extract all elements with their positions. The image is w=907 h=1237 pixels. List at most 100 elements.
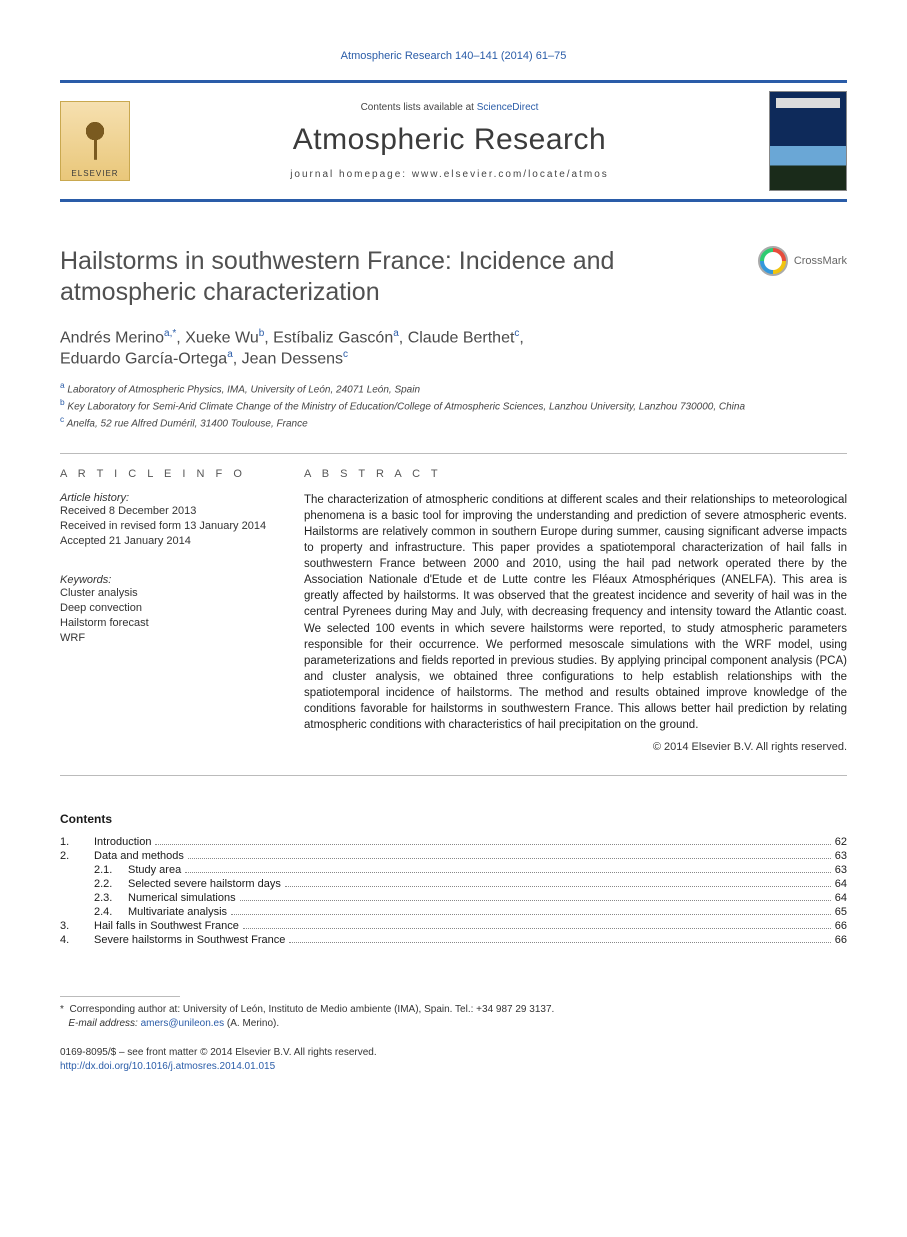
toc-label: Selected severe hailstorm days: [128, 878, 281, 890]
sep: ,: [264, 329, 273, 346]
toc-page: 66: [835, 920, 847, 932]
toc-page: 66: [835, 934, 847, 946]
keyword-4: WRF: [60, 631, 270, 646]
contents-head: Contents: [60, 812, 847, 826]
toc-row: 1.Introduction 62: [60, 836, 847, 848]
toc-row: 2.1.Study area 63: [60, 864, 847, 876]
toc-leader-dots: [155, 836, 830, 845]
author-6-aff: c: [343, 349, 348, 360]
doi-link[interactable]: http://dx.doi.org/10.1016/j.atmosres.201…: [60, 1061, 275, 1072]
keyword-3: Hailstorm forecast: [60, 616, 270, 631]
author-2: Xueke Wu: [185, 329, 259, 346]
sciencedirect-link[interactable]: ScienceDirect: [477, 102, 539, 113]
toc-label: Introduction: [94, 836, 151, 848]
publisher-word: ELSEVIER: [61, 169, 129, 178]
toc-num: 2.1.: [94, 864, 128, 876]
toc-num: 2.2.: [94, 878, 128, 890]
toc-row: 2.Data and methods 63: [60, 850, 847, 862]
keyword-1: Cluster analysis: [60, 586, 270, 601]
divider: [60, 453, 847, 454]
aff-sup-a: a: [60, 380, 65, 390]
toc-label: Hail falls in Southwest France: [94, 920, 239, 932]
divider: [60, 775, 847, 776]
toc-leader-dots: [188, 850, 831, 859]
abstract-column: A B S T R A C T The characterization of …: [304, 468, 847, 753]
author-4: Claude Berthet: [408, 329, 515, 346]
crossmark-label: CrossMark: [794, 255, 847, 267]
toc-leader-dots: [289, 934, 830, 943]
toc-row: 2.3.Numerical simulations 64: [60, 892, 847, 904]
homepage-url: www.elsevier.com/locate/atmos: [412, 169, 609, 180]
sep: ,: [176, 329, 185, 346]
toc-leader-dots: [231, 906, 831, 915]
contents-prefix: Contents lists available at: [361, 102, 477, 113]
toc-page: 64: [835, 878, 847, 890]
toc-page: 65: [835, 906, 847, 918]
toc-label: Numerical simulations: [128, 892, 236, 904]
toc-row: 2.4.Multivariate analysis 65: [60, 906, 847, 918]
affiliations: a Laboratory of Atmospheric Physics, IMA…: [60, 380, 847, 430]
author-3: Estíbaliz Gascón: [273, 329, 393, 346]
aff-sup-b: b: [60, 397, 65, 407]
keyword-2: Deep convection: [60, 601, 270, 616]
masthead-center: Contents lists available at ScienceDirec…: [144, 102, 755, 180]
toc-label: Severe hailstorms in Southwest France: [94, 934, 285, 946]
toc-label: Multivariate analysis: [128, 906, 227, 918]
sep: ,: [233, 351, 242, 368]
page: Atmospheric Research 140–141 (2014) 61–7…: [0, 0, 907, 1113]
toc-num: 2.3.: [94, 892, 128, 904]
page-footer: 0169-8095/$ – see front matter © 2014 El…: [60, 1046, 847, 1073]
toc-num: 1.: [60, 836, 94, 848]
author-5: Eduardo García-Ortega: [60, 351, 227, 368]
toc-num: 2.4.: [94, 906, 128, 918]
title-block: Hailstorms in southwestern France: Incid…: [60, 246, 847, 309]
elsevier-tree-icon: ELSEVIER: [60, 101, 130, 181]
aff-a-text: Laboratory of Atmospheric Physics, IMA, …: [67, 385, 420, 396]
abstract-copyright: © 2014 Elsevier B.V. All rights reserved…: [304, 741, 847, 753]
keywords-label: Keywords:: [60, 574, 270, 586]
authors-line: Andrés Merinoa,*, Xueke Wub, Estíbaliz G…: [60, 327, 847, 371]
crossmark-widget[interactable]: CrossMark: [758, 246, 847, 276]
article-info-column: A R T I C L E I N F O Article history: R…: [60, 468, 270, 753]
toc-leader-dots: [240, 892, 831, 901]
corr-text: Corresponding author at: University of L…: [69, 1004, 554, 1015]
corr-email-link[interactable]: amers@unileon.es: [141, 1018, 225, 1029]
toc-num: 4.: [60, 934, 94, 946]
email-label: E-mail address:: [68, 1018, 140, 1029]
toc-row: 4.Severe hailstorms in Southwest France 6…: [60, 934, 847, 946]
article-title: Hailstorms in southwestern France: Incid…: [60, 246, 738, 309]
affiliation-a: a Laboratory of Atmospheric Physics, IMA…: [60, 380, 847, 397]
info-abstract-row: A R T I C L E I N F O Article history: R…: [60, 468, 847, 753]
article-info-head: A R T I C L E I N F O: [60, 468, 270, 480]
toc-label: Study area: [128, 864, 181, 876]
footer-line-1: 0169-8095/$ – see front matter © 2014 El…: [60, 1046, 847, 1060]
toc-page: 63: [835, 864, 847, 876]
contents-available-line: Contents lists available at ScienceDirec…: [144, 102, 755, 113]
toc-page: 64: [835, 892, 847, 904]
toc-leader-dots: [285, 878, 831, 887]
toc-label: Data and methods: [94, 850, 184, 862]
sep: ,: [519, 329, 523, 346]
corresponding-footnote: * Corresponding author at: University of…: [60, 1003, 847, 1030]
affiliation-c: c Anelfa, 52 rue Alfred Duméril, 31400 T…: [60, 414, 847, 431]
toc-page: 63: [835, 850, 847, 862]
toc-leader-dots: [185, 864, 831, 873]
history-received: Received 8 December 2013: [60, 504, 270, 519]
table-of-contents: 1.Introduction622.Data and methods632.1.…: [60, 836, 847, 946]
toc-row: 3.Hail falls in Southwest France 66: [60, 920, 847, 932]
toc-num: 3.: [60, 920, 94, 932]
sep: ,: [399, 329, 408, 346]
crossmark-icon: [758, 246, 788, 276]
journal-homepage-line: journal homepage: www.elsevier.com/locat…: [144, 169, 755, 180]
journal-cover-icon: [769, 91, 847, 191]
toc-leader-dots: [243, 920, 831, 929]
corr-marker: *: [60, 1004, 64, 1015]
toc-page: 62: [835, 836, 847, 848]
homepage-prefix: journal homepage:: [290, 169, 412, 180]
toc-num: 2.: [60, 850, 94, 862]
aff-c-text: Anelfa, 52 rue Alfred Duméril, 31400 Tou…: [67, 418, 308, 429]
running-head: Atmospheric Research 140–141 (2014) 61–7…: [60, 50, 847, 62]
toc-row: 2.2.Selected severe hailstorm days 64: [60, 878, 847, 890]
author-1: Andrés Merino: [60, 329, 164, 346]
abstract-head: A B S T R A C T: [304, 468, 847, 480]
